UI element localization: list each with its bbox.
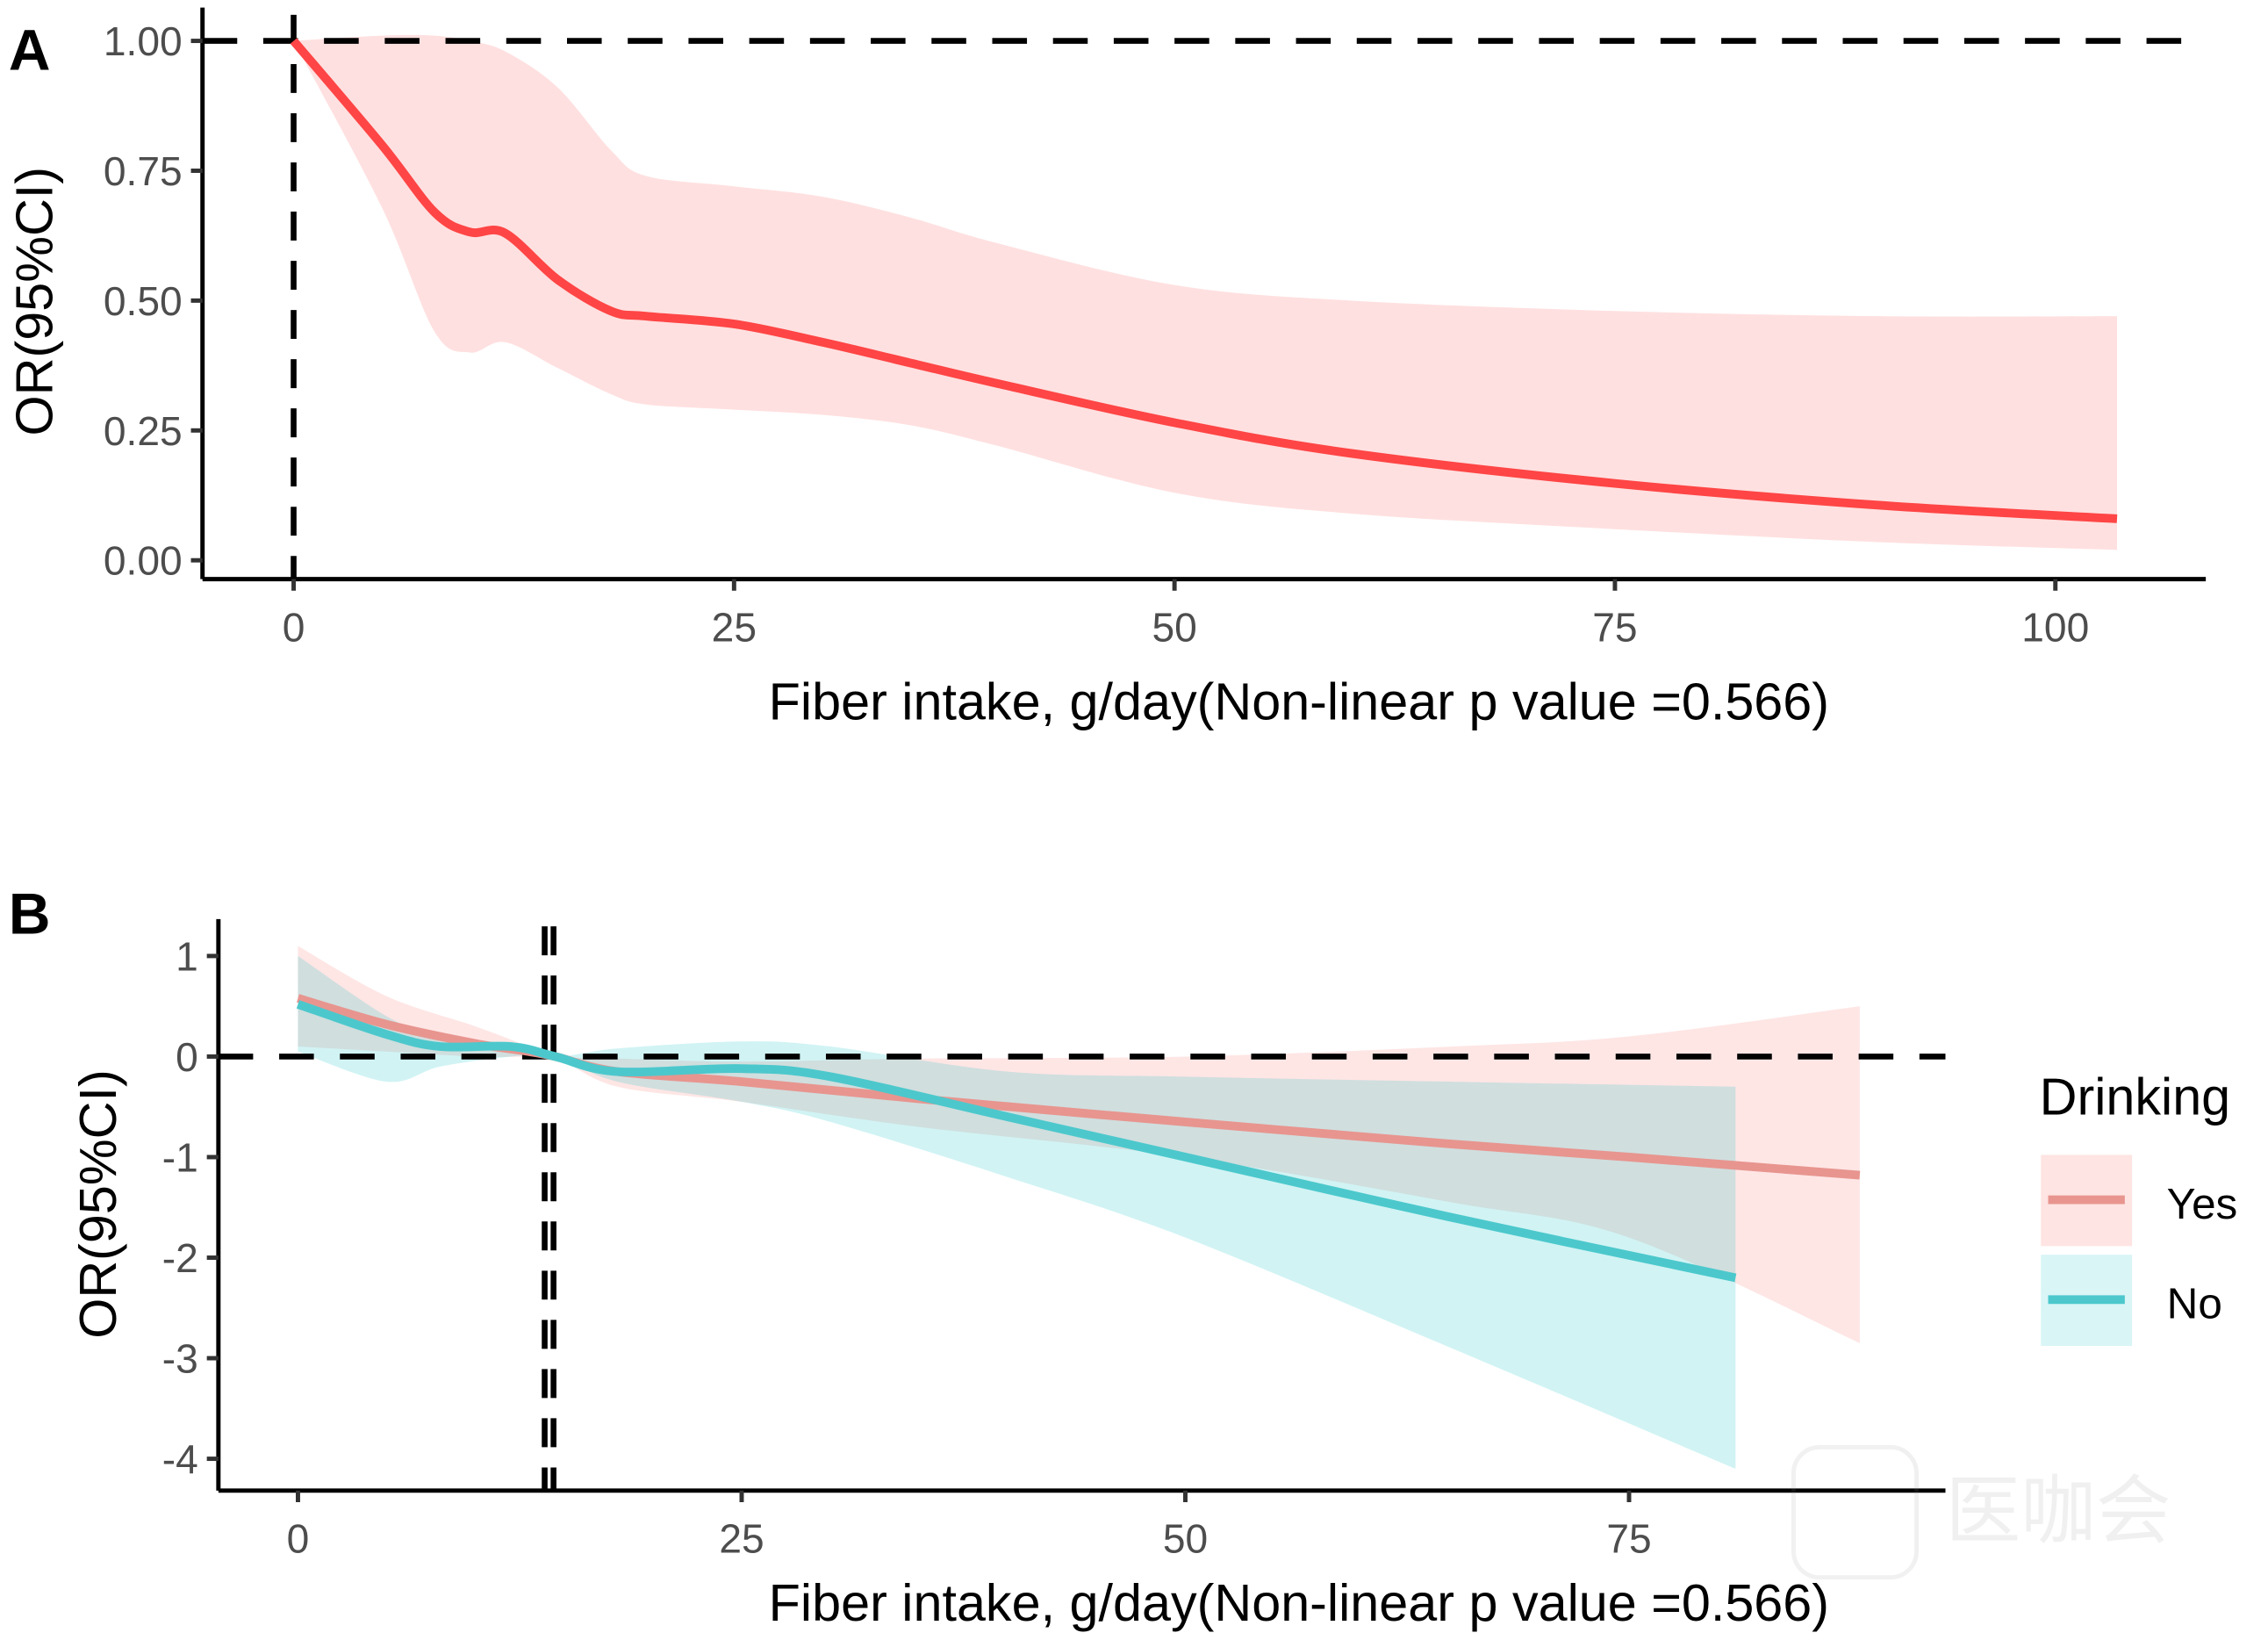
x-tick-label: 0 [283, 604, 305, 650]
y-tick-label: 0.00 [104, 538, 183, 584]
legend-label-yes: Yes [2167, 1180, 2238, 1228]
svg-text:医咖会: 医咖会 [1946, 1470, 2171, 1554]
axes-b: 0 25 50 75 -4 -3 -2 -1 0 1 [162, 918, 1946, 1562]
panel-b: B 0 25 50 75 -4 -3 -2 -1 0 1 Fiber intake, g/day(… [9, 881, 2237, 1632]
watermark-logo: 医咖会 [1791, 1444, 2171, 1580]
y-tick-label: -3 [162, 1336, 198, 1382]
x-tick-label: 100 [2021, 604, 2089, 650]
series-line-no [296, 1000, 1737, 1283]
x-tick-label: 0 [287, 1516, 310, 1562]
y-tick-label: 1 [176, 933, 198, 979]
y-tick-label: 0.25 [104, 408, 183, 454]
x-tick-label: 75 [1606, 1516, 1651, 1562]
x-axis-title-b: Fiber intake, g/day(Non-linear p value =… [769, 1573, 1829, 1632]
x-tick-label: 25 [712, 604, 757, 650]
legend-label-no: No [2167, 1280, 2222, 1328]
panel-label-b: B [9, 881, 51, 946]
y-axis-title-b: OR(95%CI) [68, 1069, 127, 1338]
reference-lines-a [202, 14, 2207, 579]
ci-band-yes [298, 946, 1860, 1343]
x-axis-title-a: Fiber intake, g/day(Non-linear p value =… [769, 672, 1829, 730]
series-lines-a [290, 38, 2118, 523]
series-lines-b [296, 994, 1861, 1283]
ci-band-or [293, 34, 2118, 550]
legend: Drinking Yes No [2040, 1067, 2238, 1347]
x-tick-label: 75 [1592, 604, 1637, 650]
y-tick-label: 0.75 [104, 148, 183, 194]
y-tick-label: 0 [176, 1034, 198, 1080]
x-tick-label: 50 [1152, 604, 1196, 650]
y-tick-label: 0.50 [104, 278, 183, 324]
panel-a: A 0 25 50 75 100 0.00 0.25 0.50 0.75 1.00 Fiber i… [4, 7, 2207, 730]
series-line-or [290, 38, 2118, 523]
x-tick-label: 25 [719, 1516, 764, 1562]
confidence-bands-a [293, 34, 2118, 550]
reference-lines-b [218, 926, 1946, 1491]
axes-a: 0 25 50 75 100 0.00 0.25 0.50 0.75 1.00 [104, 7, 2207, 650]
y-tick-label: -2 [162, 1235, 198, 1281]
y-tick-label: -1 [162, 1134, 198, 1180]
x-tick-label: 50 [1163, 1516, 1208, 1562]
ci-band-no [298, 955, 1736, 1470]
confidence-bands-b [298, 946, 1860, 1470]
y-tick-label: -4 [162, 1436, 198, 1482]
legend-title: Drinking [2040, 1067, 2231, 1126]
y-axis-title-a: OR(95%CI) [4, 167, 63, 436]
y-tick-label: 1.00 [104, 18, 183, 64]
panel-label-a: A [9, 18, 51, 83]
